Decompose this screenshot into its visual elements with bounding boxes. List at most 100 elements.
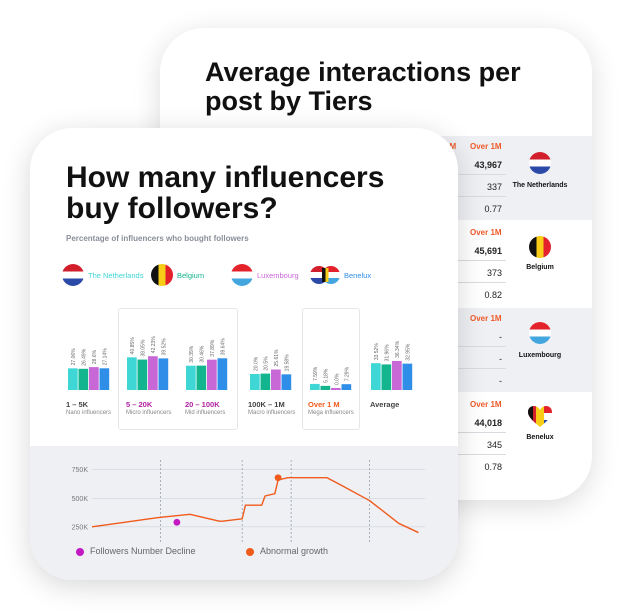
row-header: Over 1M	[470, 314, 502, 323]
bar-benelux	[99, 368, 110, 390]
row-value-main: 45,691	[474, 246, 502, 256]
bar-benelux	[402, 363, 413, 390]
bar-luxembourg	[331, 388, 341, 390]
bar-value-label: 26.49%	[82, 348, 88, 366]
bar-belgium	[196, 365, 207, 390]
bar-value-label: 37.89%	[210, 339, 216, 357]
divider	[450, 260, 506, 261]
bar-value-label: 36.34%	[395, 340, 401, 358]
row-value: 345	[486, 440, 502, 450]
country-label: The Netherlands	[512, 182, 568, 189]
bar-luxembourg	[271, 369, 281, 390]
bar-value-label: 7.59%	[313, 366, 319, 381]
bar-the-netherlands	[250, 374, 260, 390]
row-value: 337	[486, 182, 502, 192]
bar-value-label: 19.58%	[285, 354, 291, 372]
category-label: 1 – 5K	[66, 400, 89, 409]
bar-the-netherlands	[186, 365, 196, 390]
bought-followers-card: How many influencers buy followers? Perc…	[30, 128, 458, 580]
table-row: 1M Over 1M 44,018 345 0.78 Benelux	[160, 394, 592, 478]
bar-value-label: 20.5%	[264, 356, 270, 371]
row-value-main: -	[499, 332, 502, 342]
marker-followers-number-decline	[173, 518, 181, 526]
back-card-title: Average interactions per post by Tiers	[205, 57, 521, 116]
divider	[450, 368, 506, 369]
bar-value-label: 5.18%	[324, 368, 330, 383]
luxembourg-flag-icon	[529, 322, 551, 344]
bar-belgium	[260, 373, 271, 390]
row-value: 0.77	[484, 204, 502, 214]
bar-value-label: 42.23%	[151, 336, 157, 354]
front-card-title: How many influencers buy followers?	[66, 161, 385, 225]
bar-belgium	[320, 385, 331, 390]
chart-subtitle: Percentage of influencers who bought fol…	[66, 234, 249, 243]
bar-benelux	[281, 374, 292, 390]
divider	[450, 196, 506, 197]
bar-the-netherlands	[310, 383, 320, 390]
country-label: Benelux	[526, 434, 554, 441]
belgium-flag-icon	[151, 264, 173, 286]
category-label: Average	[370, 400, 400, 409]
bar-the-netherlands	[68, 368, 78, 390]
row-value-main: 44,018	[474, 418, 502, 428]
category-label: Over 1 M	[308, 400, 340, 409]
bar-value-label: 25.61%	[274, 349, 280, 367]
bar-belgium	[78, 368, 89, 390]
bar-value-label: 40.85%	[130, 337, 136, 355]
followers-line	[91, 477, 419, 534]
bar-value-label: 33.52%	[374, 343, 380, 361]
row-value: 0.82	[484, 290, 502, 300]
bar-value-label: 20.0%	[253, 356, 259, 371]
bar-value-label: 31.96%	[385, 344, 391, 362]
bar-benelux	[158, 358, 169, 390]
country-label: Belgium	[526, 264, 554, 271]
bar-value-label: 32.95%	[406, 343, 412, 361]
row-header: Over 1M	[470, 142, 502, 151]
luxembourg-flag-icon	[231, 264, 253, 286]
bar-value-label: 39.64%	[221, 338, 227, 356]
category-subtitle: Micro influencers	[126, 410, 172, 416]
bar-belgium	[137, 359, 148, 390]
bar-value-label: 7.29%	[345, 366, 351, 381]
category-label: 5 – 20K	[126, 400, 153, 409]
micro-mid-group-box	[118, 308, 238, 430]
line-chart-panel: 750K 500K 250K	[30, 446, 458, 580]
divider	[450, 432, 506, 433]
bar-benelux	[217, 358, 228, 390]
bar-value-label: 39.52%	[162, 338, 168, 356]
row-value: 0.78	[484, 462, 502, 472]
y-tick-label: 250K	[72, 524, 89, 531]
bar-value-label: 30.46%	[200, 345, 206, 363]
bar-value-label: 28.6%	[92, 349, 98, 364]
belgium-flag-icon	[529, 236, 551, 258]
divider	[450, 174, 506, 175]
row-value: -	[499, 354, 502, 364]
bar-luxembourg	[148, 356, 158, 390]
mega-group-box	[302, 308, 360, 430]
bar-the-netherlands	[371, 363, 381, 390]
decline-dot-icon	[76, 548, 84, 556]
legend-label: Benelux	[344, 271, 372, 280]
legend-label: Luxembourg	[257, 271, 299, 280]
line-chart: 750K 500K 250K	[72, 460, 425, 544]
row-value: 373	[486, 268, 502, 278]
row-header: Over 1M	[470, 400, 502, 409]
legend-label: The Netherlands	[88, 271, 144, 280]
divider	[450, 454, 506, 455]
bar-luxembourg	[89, 367, 99, 390]
category-subtitle: Nano influencers	[66, 410, 112, 416]
marker-abnormal-growth	[274, 474, 282, 482]
category-subtitle: Macro influencers	[248, 410, 296, 416]
bar-value-label: 30.35%	[189, 345, 195, 363]
bar-value-label: 27.06%	[71, 348, 77, 366]
y-tick-label: 500K	[72, 496, 89, 503]
divider	[450, 282, 506, 283]
category-label: 20 – 100K	[185, 400, 220, 409]
row-header: Over 1M	[470, 228, 502, 237]
bar-belgium	[381, 364, 392, 390]
category-subtitle: Mega influencers	[308, 410, 354, 416]
bar-chart: 27.06% 26.49% 28.6% 27.14% 40.85% 38.05% 42.23…	[68, 336, 413, 390]
bar-value-label: 38.05%	[141, 339, 147, 357]
netherlands-flag-icon	[62, 264, 84, 286]
country-label: Luxembourg	[518, 352, 562, 359]
